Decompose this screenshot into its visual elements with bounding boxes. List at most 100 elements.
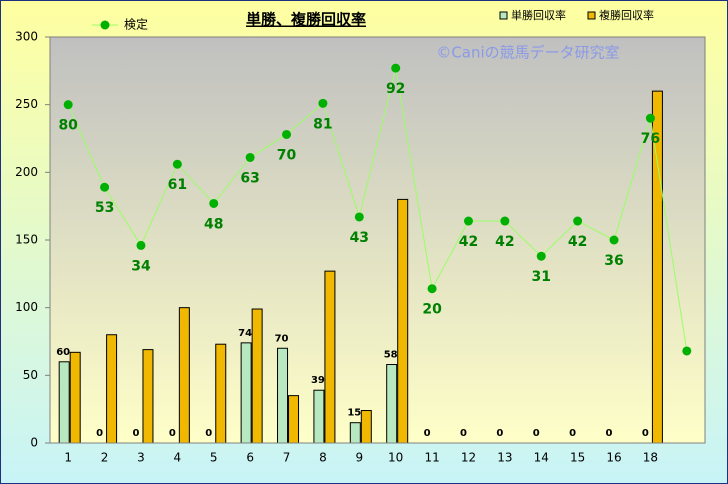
watermark: ©Caniの競馬データ研究室 xyxy=(436,44,619,62)
bar xyxy=(251,308,263,444)
x-tick-label: 16 xyxy=(606,451,621,465)
marker xyxy=(100,182,110,192)
legend-swatch xyxy=(587,11,596,20)
marker xyxy=(645,113,655,123)
bar xyxy=(106,334,118,444)
point-label: 43 xyxy=(350,230,369,246)
bar-label: 74 xyxy=(238,328,252,339)
bar xyxy=(349,422,361,444)
x-tick-label: 2 xyxy=(101,451,109,465)
marker xyxy=(536,251,546,261)
x-tick-label: 10 xyxy=(388,451,403,465)
point-label: 70 xyxy=(277,147,297,163)
bar xyxy=(360,410,372,444)
y-tick-label: 250 xyxy=(15,97,38,111)
marker xyxy=(282,129,292,139)
bar-label: 0 xyxy=(169,428,176,439)
marker xyxy=(682,346,692,356)
point-label: 34 xyxy=(131,258,151,274)
bar-label: 0 xyxy=(132,428,139,439)
y-tick-label: 100 xyxy=(15,300,38,314)
x-tick-label: 14 xyxy=(534,451,549,465)
marker xyxy=(172,159,182,169)
bar xyxy=(397,198,409,444)
y-tick-label: 0 xyxy=(30,436,38,450)
x-tick-label: 6 xyxy=(246,451,254,465)
bar-label: 60 xyxy=(56,347,70,358)
x-tick-label: 5 xyxy=(210,451,218,465)
bar-label: 58 xyxy=(384,350,398,361)
bar xyxy=(386,364,398,444)
bar xyxy=(313,389,325,444)
bar-label: 0 xyxy=(642,428,649,439)
marker xyxy=(209,198,219,208)
x-tick-label: 9 xyxy=(355,451,363,465)
x-tick-label: 1 xyxy=(64,451,72,465)
point-label: 63 xyxy=(240,170,259,186)
bar-label: 0 xyxy=(606,428,613,439)
bar xyxy=(58,361,70,444)
bar-label: 0 xyxy=(460,428,467,439)
marker xyxy=(136,240,146,250)
marker xyxy=(463,216,473,226)
point-label: 53 xyxy=(95,200,114,216)
point-label: 48 xyxy=(204,216,223,232)
marker xyxy=(63,100,73,110)
legend-swatch xyxy=(499,11,508,20)
point-label: 36 xyxy=(604,253,623,269)
y-tick-label: 200 xyxy=(15,165,38,179)
legend-label: 複勝回収率 xyxy=(599,8,654,22)
plot-area xyxy=(49,36,706,444)
bar-label: 0 xyxy=(533,428,540,439)
point-label: 20 xyxy=(422,302,442,318)
bar-label: 0 xyxy=(96,428,103,439)
bar xyxy=(215,343,227,444)
point-label: 42 xyxy=(568,234,587,250)
point-label: 76 xyxy=(641,131,660,147)
bar-label: 0 xyxy=(424,428,431,439)
point-label: 92 xyxy=(386,81,405,97)
x-tick-label: 18 xyxy=(643,451,658,465)
point-label: 31 xyxy=(532,269,551,285)
bar xyxy=(240,342,252,444)
x-tick-label: 3 xyxy=(137,451,145,465)
point-label: 42 xyxy=(495,234,514,250)
y-tick-label: 300 xyxy=(15,30,38,44)
marker xyxy=(427,284,437,294)
marker xyxy=(391,63,401,73)
x-tick-label: 13 xyxy=(497,451,512,465)
bar xyxy=(277,347,289,444)
bar-label: 15 xyxy=(347,408,361,419)
marker xyxy=(500,216,510,226)
marker xyxy=(609,235,619,245)
x-tick-label: 7 xyxy=(283,451,291,465)
legend-label: 単勝回収率 xyxy=(511,8,566,22)
x-tick-label: 15 xyxy=(570,451,585,465)
y-tick-label: 50 xyxy=(23,368,38,382)
y-tick-label: 150 xyxy=(15,233,38,247)
bar xyxy=(69,351,81,444)
line xyxy=(67,68,688,352)
legend-label: 検定 xyxy=(124,17,148,32)
point-label: 42 xyxy=(459,234,478,250)
marker xyxy=(573,216,583,226)
bar xyxy=(324,270,336,444)
x-tick-label: 11 xyxy=(424,451,439,465)
x-tick-label: 4 xyxy=(174,451,182,465)
x-tick-label: 12 xyxy=(461,451,476,465)
marker xyxy=(354,212,364,222)
bar xyxy=(288,395,300,444)
x-tick-label: 8 xyxy=(319,451,327,465)
bar xyxy=(142,349,154,444)
bar-label: 70 xyxy=(275,333,289,344)
bar-label: 0 xyxy=(569,428,576,439)
marker xyxy=(245,152,255,162)
point-label: 80 xyxy=(58,118,78,134)
point-label: 61 xyxy=(168,177,187,193)
marker xyxy=(318,98,328,108)
point-label: 81 xyxy=(313,116,332,132)
bar-label: 39 xyxy=(311,375,325,386)
bar xyxy=(178,307,190,444)
bar-label: 0 xyxy=(205,428,212,439)
